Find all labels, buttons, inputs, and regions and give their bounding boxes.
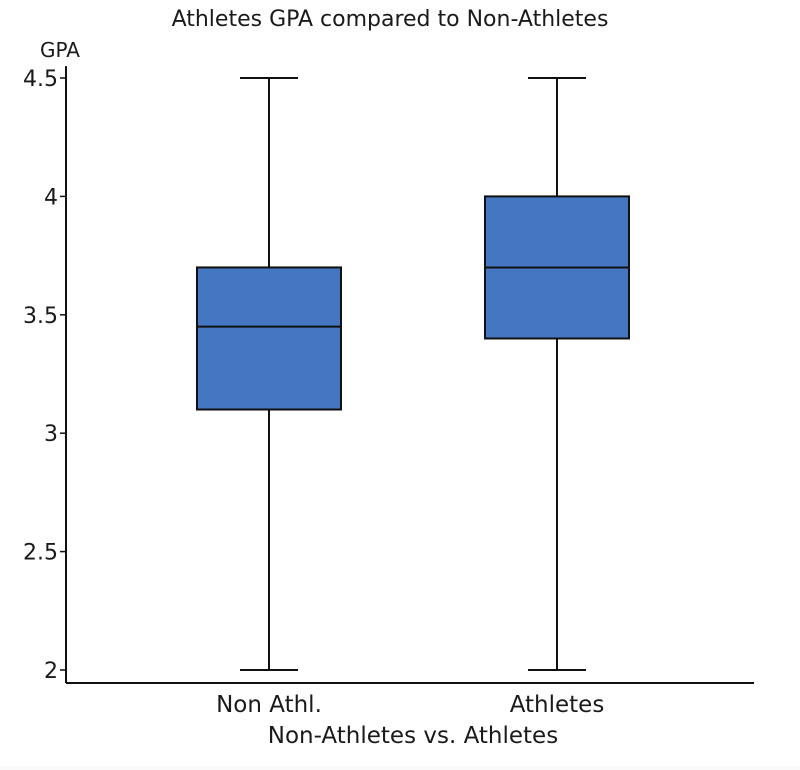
box-group: [196, 77, 342, 671]
y-tick-label: 4: [44, 185, 58, 210]
y-tick-label: 2: [44, 659, 58, 684]
y-tick-label: 4.5: [23, 67, 58, 92]
y-tick-label: 3: [44, 422, 58, 447]
y-tick-label: 3.5: [23, 304, 58, 329]
x-axis-label: Non-Athletes vs. Athletes: [268, 723, 558, 749]
x-tick-label: Non Athl.: [216, 692, 322, 718]
chart-title: Athletes GPA compared to Non-Athletes: [172, 7, 609, 32]
iqr-box: [196, 266, 342, 411]
y-axis-label: GPA: [40, 38, 80, 62]
x-tick-label: Athletes: [510, 692, 605, 718]
y-tick-label: 2.5: [23, 541, 58, 566]
box-group: [484, 77, 630, 671]
axes: 2 2.5 3 3.5 4 4.5 Non Athl. Athletes: [23, 66, 754, 718]
boxes: [196, 77, 630, 671]
